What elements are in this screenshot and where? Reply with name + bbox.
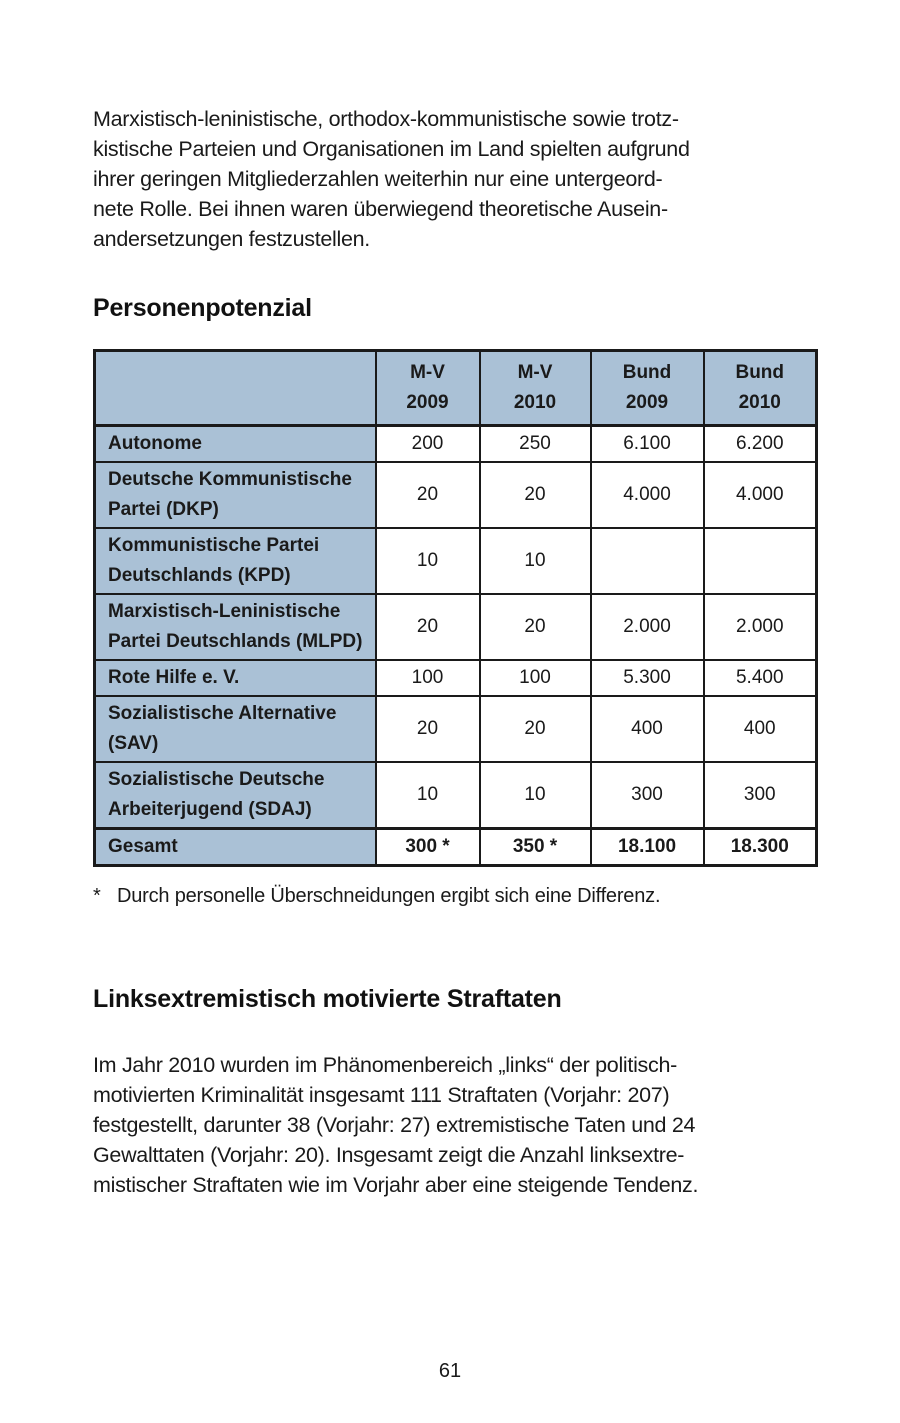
table-row: Sozialistische Deutsche Arbeiterjugend (… [93, 761, 818, 830]
total-row-value: 300 * [374, 827, 481, 867]
row-value: 400 [702, 695, 818, 763]
straftaten-paragraph: Im Jahr 2010 wurden im Phänomenbereich „… [93, 1053, 699, 1197]
row-value: 20 [374, 461, 481, 529]
row-value: 250 [478, 424, 592, 463]
intro-paragraph: Marxistisch-leninistische, orthodox-komm… [93, 107, 690, 251]
row-value: 300 [589, 761, 705, 830]
table-row: Kommunistische Partei Deutschlands (KPD)… [93, 527, 818, 595]
row-value [702, 527, 818, 595]
footnote-text: Durch personelle Überschneidungen ergibt… [117, 885, 661, 907]
total-row-label: Gesamt [93, 827, 377, 867]
column-header-bund-2009: Bund 2009 [589, 349, 705, 427]
table-footnote: * Durch personelle Überschneidungen ergi… [93, 883, 817, 909]
table-header-row: M-V 2009 M-V 2010 Bund 2009 Bund 2010 [93, 349, 818, 427]
personenpotenzial-table: M-V 2009 M-V 2010 Bund 2009 Bund 2010 Au… [93, 349, 818, 867]
row-value: 10 [374, 527, 481, 595]
row-value: 2.000 [589, 593, 705, 661]
section-heading-straftaten: Linksextremistisch motivierte Straftaten [93, 985, 562, 1013]
row-value: 4.000 [702, 461, 818, 529]
row-value: 2.000 [702, 593, 818, 661]
column-header-mv-2009: M-V 2009 [374, 349, 481, 427]
row-value: 20 [478, 461, 592, 529]
row-value: 4.000 [589, 461, 705, 529]
table-row: Marxistisch-Leninistische Partei Deutsch… [93, 593, 818, 661]
section-heading-personenpotenzial: Personenpotenzial [93, 294, 312, 322]
row-value: 100 [478, 659, 592, 697]
row-value: 300 [702, 761, 818, 830]
row-value: 10 [478, 761, 592, 830]
row-value: 6.200 [702, 424, 818, 463]
row-label: Marxistisch-Leninistische Partei Deutsch… [93, 593, 377, 661]
row-label: Sozialistische Alternative (SAV) [93, 695, 377, 763]
table-corner-cell [93, 349, 377, 427]
row-value [589, 527, 705, 595]
total-row-value: 350 * [478, 827, 592, 867]
total-row-value: 18.100 [589, 827, 705, 867]
column-header-bund-2010: Bund 2010 [702, 349, 818, 427]
row-value: 10 [478, 527, 592, 595]
footnote-asterisk: * [93, 885, 101, 907]
row-value: 20 [478, 593, 592, 661]
row-value: 20 [478, 695, 592, 763]
row-value: 200 [374, 424, 481, 463]
table-row: Autonome 200 250 6.100 6.200 [93, 424, 818, 463]
row-value: 400 [589, 695, 705, 763]
table-row: Rote Hilfe e. V. 100 100 5.300 5.400 [93, 659, 818, 697]
row-label: Rote Hilfe e. V. [93, 659, 377, 697]
column-header-mv-2010: M-V 2010 [478, 349, 592, 427]
row-value: 6.100 [589, 424, 705, 463]
row-value: 100 [374, 659, 481, 697]
row-label: Autonome [93, 424, 377, 463]
row-label: Deutsche Kommunistische Partei (DKP) [93, 461, 377, 529]
row-value: 10 [374, 761, 481, 830]
table-row: Sozialistische Alternative (SAV) 20 20 4… [93, 695, 818, 763]
row-value: 5.300 [589, 659, 705, 697]
row-label: Sozialistische Deutsche Arbeiterjugend (… [93, 761, 377, 830]
page-number: 61 [438, 1360, 462, 1382]
page-content: Marxistisch-leninistische, orthodox-komm… [93, 104, 818, 1200]
table-total-row: Gesamt 300 * 350 * 18.100 18.300 [93, 827, 818, 867]
row-value: 20 [374, 593, 481, 661]
table-row: Deutsche Kommunistische Partei (DKP) 20 … [93, 461, 818, 529]
row-label: Kommunistische Partei Deutschlands (KPD) [93, 527, 377, 595]
total-row-value: 18.300 [702, 827, 818, 867]
row-value: 20 [374, 695, 481, 763]
row-value: 5.400 [702, 659, 818, 697]
